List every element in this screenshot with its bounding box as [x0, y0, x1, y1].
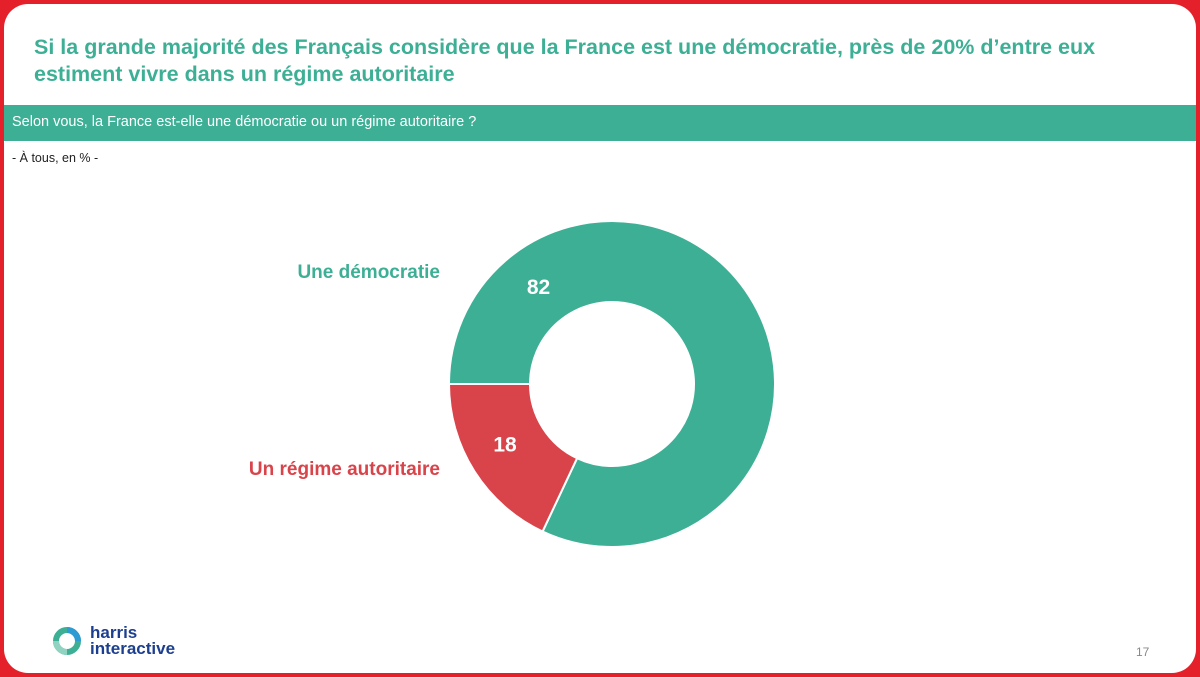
question-text: Selon vous, la France est-elle une démoc… [12, 114, 477, 130]
category-label-democratie: Une démocratie [297, 262, 440, 283]
slice-democratie [447, 220, 776, 548]
donut-chart: 82 18 Une démocratie Un régime autoritai… [249, 220, 776, 548]
harris-interactive-logo: harris interactive [52, 623, 175, 659]
logo-text: harris interactive [90, 623, 176, 658]
slice-regime-autoritaire [447, 383, 579, 533]
base-note: - À tous, en % - [12, 151, 99, 165]
logo-ring-icon [53, 627, 81, 655]
logo-line-1: harris [90, 623, 138, 642]
category-label-regime-autoritaire: Un régime autoritaire [249, 459, 440, 480]
question-banner: Selon vous, la France est-elle une démoc… [4, 105, 1196, 141]
slide: Si la grande majorité des Français consi… [4, 4, 1196, 673]
slide-title: Si la grande majorité des Français consi… [34, 35, 1096, 86]
value-label-regime-autoritaire: 18 [493, 434, 517, 457]
logo-line-2: interactive [90, 639, 176, 658]
page-number: 17 [1136, 645, 1150, 659]
value-label-democratie: 82 [527, 276, 550, 299]
